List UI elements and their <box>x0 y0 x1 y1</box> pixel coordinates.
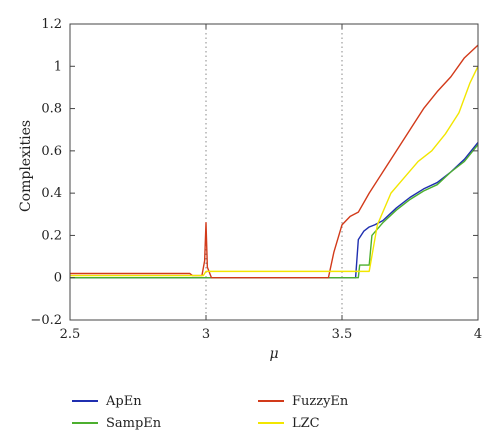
y-tick-label: 1.2 <box>41 17 62 32</box>
legend-label-fuzzyen: FuzzyEn <box>292 394 349 409</box>
plot-frame <box>69 23 479 321</box>
x-tick-label: 4 <box>474 327 482 342</box>
legend: ApEn SampEn FuzzyEn LZC <box>72 394 349 431</box>
y-tick-label: −0.2 <box>30 313 62 328</box>
axis-ticks: 2.5 3 3.5 4 −0.2 0 0.2 0.4 0.6 0.8 1 1.2 <box>30 17 482 342</box>
y-tick-label: 0.6 <box>41 144 62 159</box>
series-line-sampen <box>70 144 479 279</box>
y-tick-label: 0.8 <box>41 102 62 117</box>
x-axis-label: μ <box>269 346 278 362</box>
gridlines <box>205 24 343 320</box>
series-layer <box>70 44 479 279</box>
y-tick-label: 0 <box>54 271 62 286</box>
legend-label-apen: ApEn <box>105 394 142 409</box>
series-line-lzc <box>70 65 479 277</box>
y-tick-label: 1 <box>54 59 62 74</box>
y-axis-label: Complexities <box>18 120 34 212</box>
y-tick-label: 0.4 <box>41 186 62 201</box>
x-tick-label: 3 <box>202 327 210 342</box>
series-line-fuzzyen <box>70 44 479 279</box>
x-tick-label: 2.5 <box>60 327 81 342</box>
x-tick-label: 3.5 <box>332 327 353 342</box>
legend-label-lzc: LZC <box>292 416 320 431</box>
y-tick-label: 0.2 <box>41 228 62 243</box>
legend-label-sampen: SampEn <box>106 416 162 431</box>
